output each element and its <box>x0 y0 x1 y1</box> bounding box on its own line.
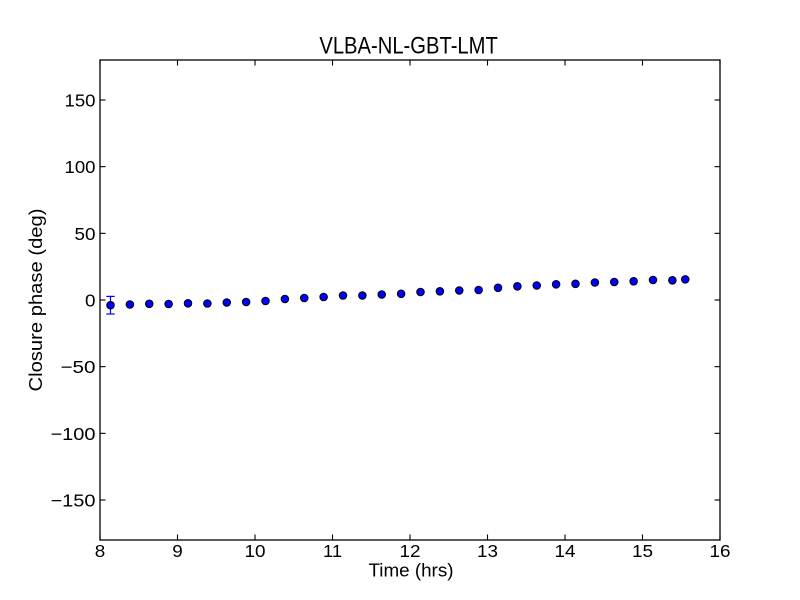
svg-text:50: 50 <box>75 224 96 244</box>
svg-text:8: 8 <box>95 541 106 561</box>
svg-text:Closure phase (deg): Closure phase (deg) <box>25 209 46 392</box>
svg-text:12: 12 <box>400 541 421 561</box>
svg-text:9: 9 <box>172 541 183 561</box>
svg-text:15: 15 <box>632 541 653 561</box>
svg-text:10: 10 <box>245 541 266 561</box>
svg-text:−50: −50 <box>61 357 96 377</box>
svg-text:16: 16 <box>710 541 731 561</box>
svg-text:150: 150 <box>65 91 96 111</box>
svg-text:0: 0 <box>85 291 96 311</box>
svg-text:100: 100 <box>65 157 96 177</box>
svg-text:VLBA-NL-GBT-LMT: VLBA-NL-GBT-LMT <box>319 33 498 60</box>
svg-text:−150: −150 <box>51 491 96 511</box>
svg-text:−100: −100 <box>51 424 96 444</box>
svg-text:14: 14 <box>555 541 576 561</box>
svg-text:13: 13 <box>477 541 498 561</box>
svg-text:11: 11 <box>323 541 342 561</box>
svg-text:Time (hrs): Time (hrs) <box>369 560 454 581</box>
